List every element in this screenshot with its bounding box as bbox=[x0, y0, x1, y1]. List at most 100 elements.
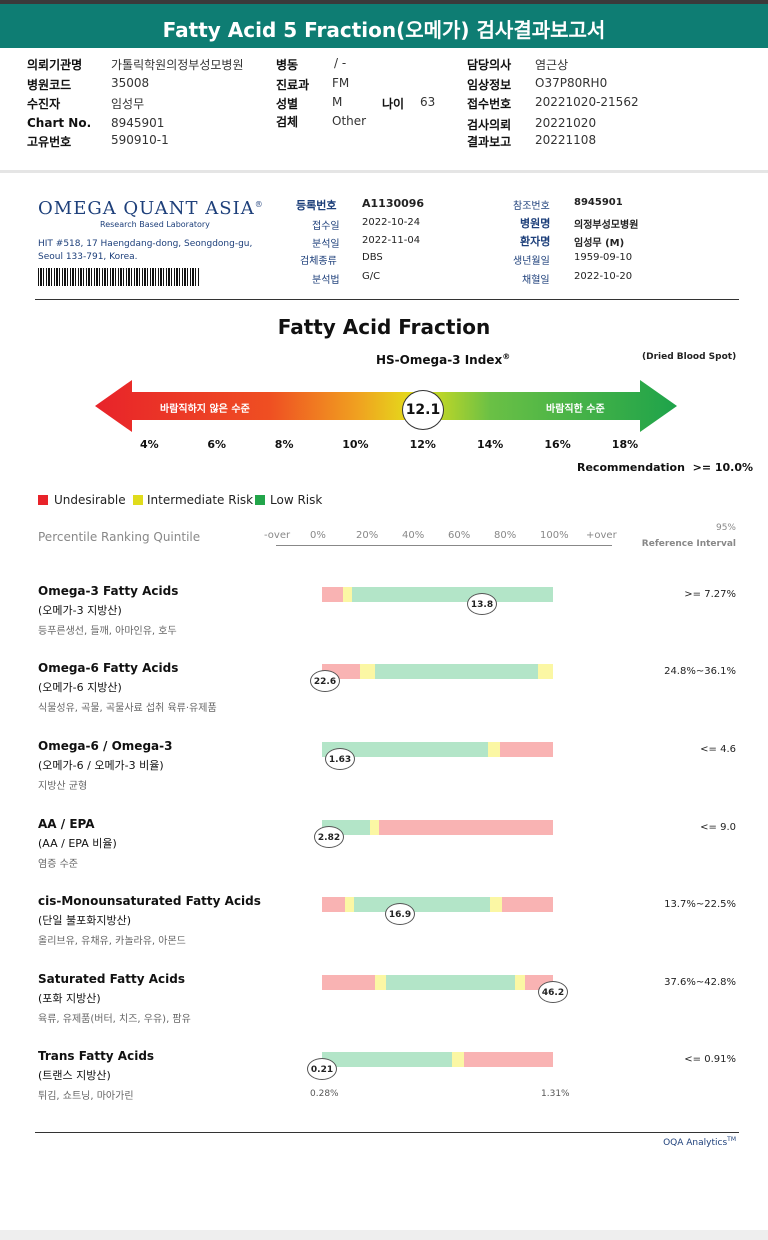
info-value: 임성무 bbox=[111, 97, 145, 111]
row-subtitle: (오메가-3 지방산) bbox=[38, 604, 122, 617]
info-value: Other bbox=[332, 114, 367, 128]
sample-type-note: (Dried Blood Spot) bbox=[642, 352, 737, 362]
percentile-tick: 0% bbox=[310, 530, 326, 541]
bar-segment bbox=[464, 1052, 553, 1067]
lab-tagline: Research Based Laboratory bbox=[100, 220, 210, 229]
legend-label: Undesirable bbox=[54, 493, 126, 507]
row-title: cis-Monounsaturated Fatty Acids bbox=[38, 894, 261, 908]
scale-tick-label: 14% bbox=[477, 438, 504, 451]
bar-segment bbox=[322, 897, 345, 912]
row-title: Saturated Fatty Acids bbox=[38, 972, 185, 986]
result-value-marker: 46.2 bbox=[538, 981, 568, 1003]
row-title: AA / EPA bbox=[38, 817, 95, 831]
info-label: 임상정보 bbox=[467, 78, 512, 92]
percentile-tick: 100% bbox=[540, 530, 569, 541]
row-foods: 육류, 유제품(버터, 치즈, 우유), 팜유 bbox=[38, 1014, 191, 1025]
sample-value: A1130096 bbox=[362, 197, 425, 210]
row-title: Omega-6 / Omega-3 bbox=[38, 739, 173, 753]
lab-address: Seoul 133-791, Korea. bbox=[38, 252, 138, 262]
legend-swatch-intermediate bbox=[133, 495, 143, 505]
row-foods: 식물성유, 곡물, 곡물사료 섭취 육류·유제품 bbox=[38, 703, 217, 714]
sample-value: 임성무 (M) bbox=[574, 238, 625, 249]
sample-label: 참조번호 bbox=[513, 201, 550, 212]
bar-segment bbox=[322, 587, 343, 602]
sample-label: 채혈일 bbox=[522, 275, 550, 286]
ref-interval-header: 95% bbox=[715, 523, 736, 533]
info-value: 20221020 bbox=[535, 116, 597, 130]
row-foods: 염증 수준 bbox=[38, 859, 78, 870]
row-subtitle: (오메가-6 지방산) bbox=[38, 681, 122, 694]
row-reference: >= 7.27% bbox=[684, 589, 736, 600]
row-foods: 올리브유, 유채유, 카놀라유, 아몬드 bbox=[38, 936, 186, 947]
bar-segment bbox=[538, 664, 553, 679]
index-value-marker: 12.1 bbox=[401, 390, 444, 430]
info-label: 결과보고 bbox=[467, 135, 512, 149]
percentile-tick: 40% bbox=[402, 530, 425, 541]
row-reference: 13.7%~22.5% bbox=[664, 899, 736, 910]
info-label: 진료과 bbox=[276, 78, 310, 92]
sample-value: 2022-10-24 bbox=[362, 217, 421, 228]
section-divider bbox=[0, 170, 768, 173]
footer-brand: OQA AnalyticsTM bbox=[663, 1136, 736, 1148]
info-label: 수진자 bbox=[27, 97, 61, 111]
sample-value: 1959-09-10 bbox=[574, 252, 633, 263]
percentile-bar bbox=[0, 742, 768, 757]
chart-title: Fatty Acid Fraction bbox=[277, 315, 491, 339]
percentile-tick: 20% bbox=[356, 530, 379, 541]
scale-tick-label: 10% bbox=[342, 438, 369, 451]
row-reference: <= 0.91% bbox=[684, 1054, 736, 1065]
card-divider bbox=[35, 299, 739, 300]
row-subtitle: (트랜스 지방산) bbox=[38, 1069, 111, 1082]
percentile-axis bbox=[276, 545, 612, 546]
trans-scale-min: 0.28% bbox=[310, 1089, 339, 1099]
sample-value: DBS bbox=[362, 252, 383, 263]
sample-label: 등록번호 bbox=[296, 199, 337, 212]
percentile-bar bbox=[0, 1052, 768, 1067]
index-title: HS-Omega-3 Index® bbox=[376, 352, 511, 367]
row-foods: 튀김, 쇼트닝, 마아가린 bbox=[38, 1091, 134, 1102]
info-label: 의뢰기관명 bbox=[27, 58, 83, 72]
info-label: 고유번호 bbox=[27, 135, 72, 149]
legend-label: Intermediate Risk bbox=[147, 493, 254, 507]
bar-segment bbox=[452, 1052, 464, 1067]
sample-label: 생년월일 bbox=[513, 256, 550, 267]
row-reference: 37.6%~42.8% bbox=[664, 977, 736, 988]
sample-label: 환자명 bbox=[520, 235, 551, 248]
bar-segment bbox=[352, 587, 553, 602]
sample-value: 8945901 bbox=[574, 197, 623, 208]
bar-segment bbox=[488, 742, 500, 757]
trans-scale-max: 1.31% bbox=[541, 1089, 570, 1099]
sample-label: 검체종류 bbox=[300, 256, 337, 267]
row-subtitle: (AA / EPA 비율) bbox=[38, 837, 117, 850]
info-label: 검사의뢰 bbox=[467, 118, 512, 132]
bar-segment bbox=[322, 742, 488, 757]
ref-interval-header: Reference Interval bbox=[641, 539, 736, 549]
row-reference: 24.8%~36.1% bbox=[664, 666, 736, 677]
scale-tick-label: 18% bbox=[611, 438, 639, 451]
info-value: O37P80RH0 bbox=[535, 76, 608, 90]
info-label: 병동 bbox=[276, 58, 299, 72]
scale-tick-label: 8% bbox=[274, 438, 294, 451]
percentile-bar bbox=[0, 820, 768, 835]
bar-segment bbox=[379, 820, 553, 835]
bar-segment bbox=[502, 897, 553, 912]
bar-segment bbox=[490, 897, 502, 912]
scale-tick-label: 16% bbox=[544, 438, 571, 451]
result-value-marker: 16.9 bbox=[385, 903, 415, 925]
page-bottom-edge bbox=[0, 1230, 768, 1240]
info-value: 590910-1 bbox=[111, 133, 169, 147]
bar-segment bbox=[354, 897, 490, 912]
info-value: 8945901 bbox=[111, 116, 165, 130]
bar-segment bbox=[375, 664, 538, 679]
result-value-marker: 2.82 bbox=[314, 826, 344, 848]
bar-segment bbox=[370, 820, 379, 835]
sample-value: 2022-11-04 bbox=[362, 235, 421, 246]
legend-swatch-undesirable bbox=[38, 495, 48, 505]
barcode bbox=[38, 268, 200, 286]
sample-label: 분석일 bbox=[312, 239, 340, 250]
sample-value: 2022-10-20 bbox=[574, 271, 633, 282]
row-subtitle: (단일 불포화지방산) bbox=[38, 914, 132, 927]
bar-segment bbox=[360, 664, 375, 679]
bar-segment bbox=[500, 742, 553, 757]
footer-divider bbox=[35, 1132, 739, 1133]
